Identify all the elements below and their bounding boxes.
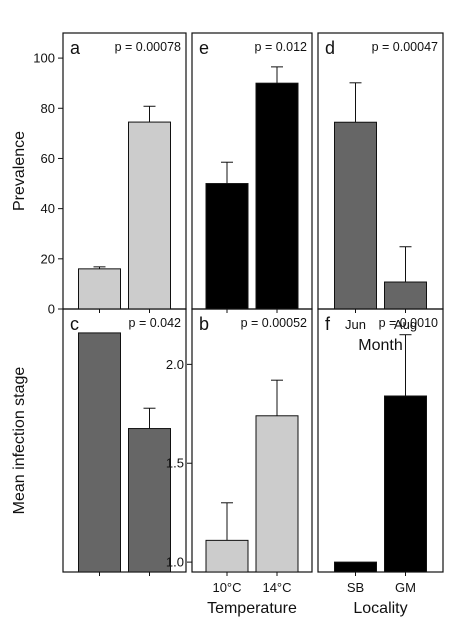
y-tick-label-b-3: 2.0 [166,357,184,372]
bar-b-1 [205,539,249,573]
bar-d-1 [334,121,377,310]
panel-letter-b: b [199,314,209,334]
y-tick-label-b-1: 1.0 [166,555,184,570]
bar-b-2 [255,415,299,573]
p-value-d: p = 0.00047 [372,40,438,54]
panel-frame-b [191,308,313,573]
x-tick-label-b-2: 14°C [262,580,291,595]
bar-d-2 [384,281,427,310]
x-axis-title-d: Month [358,337,402,354]
bar-a-1 [78,268,121,310]
y-tick-label-a-4: 60 [41,151,55,166]
y-axis-title-a: Prevalence [11,131,28,211]
bar-e-2 [255,82,299,310]
y-tick-label-a-2: 20 [41,251,55,266]
panel-frame-c [62,308,187,573]
panel-letter-e: e [199,38,209,58]
bar-f-2 [384,395,427,573]
y-tick-label-a-3: 40 [41,201,55,216]
x-tick-label-b-1: 10°C [212,580,241,595]
bar-c-1 [78,332,121,573]
bar-a-2 [128,121,171,310]
x-tick-label-d-2: Aug [394,317,417,332]
p-value-c: p = 0.042 [129,316,182,330]
y-tick-label-b-2: 1.5 [166,456,184,471]
y-tick-label-a-1: 0 [48,302,55,317]
panel-letter-d: d [325,38,335,58]
p-value-b: p = 0.00052 [241,316,307,330]
x-tick-label-f-2: GM [395,580,416,595]
y-axis-title-b: Mean infection stage [11,367,28,515]
p-value-f: p = 0.0010 [379,316,438,330]
y-tick-label-a-5: 80 [41,101,55,116]
bar-e-1 [205,183,249,310]
panel-letter-a: a [70,38,81,58]
panel-frame-f [317,308,444,573]
p-value-a: p = 0.00078 [115,40,181,54]
x-axis-title-f: Locality [353,600,407,617]
x-tick-label-d-1: Jun [345,317,366,332]
p-value-e: p = 0.012 [255,40,308,54]
y-tick-label-a-6: 100 [33,51,55,66]
x-axis-title-b: Temperature [207,600,297,617]
panel-letter-f: f [325,314,331,334]
bar-f-1 [334,561,377,573]
bar-c-2 [128,428,171,573]
x-tick-label-f-1: SB [347,580,364,595]
panel-letter-c: c [70,314,79,334]
